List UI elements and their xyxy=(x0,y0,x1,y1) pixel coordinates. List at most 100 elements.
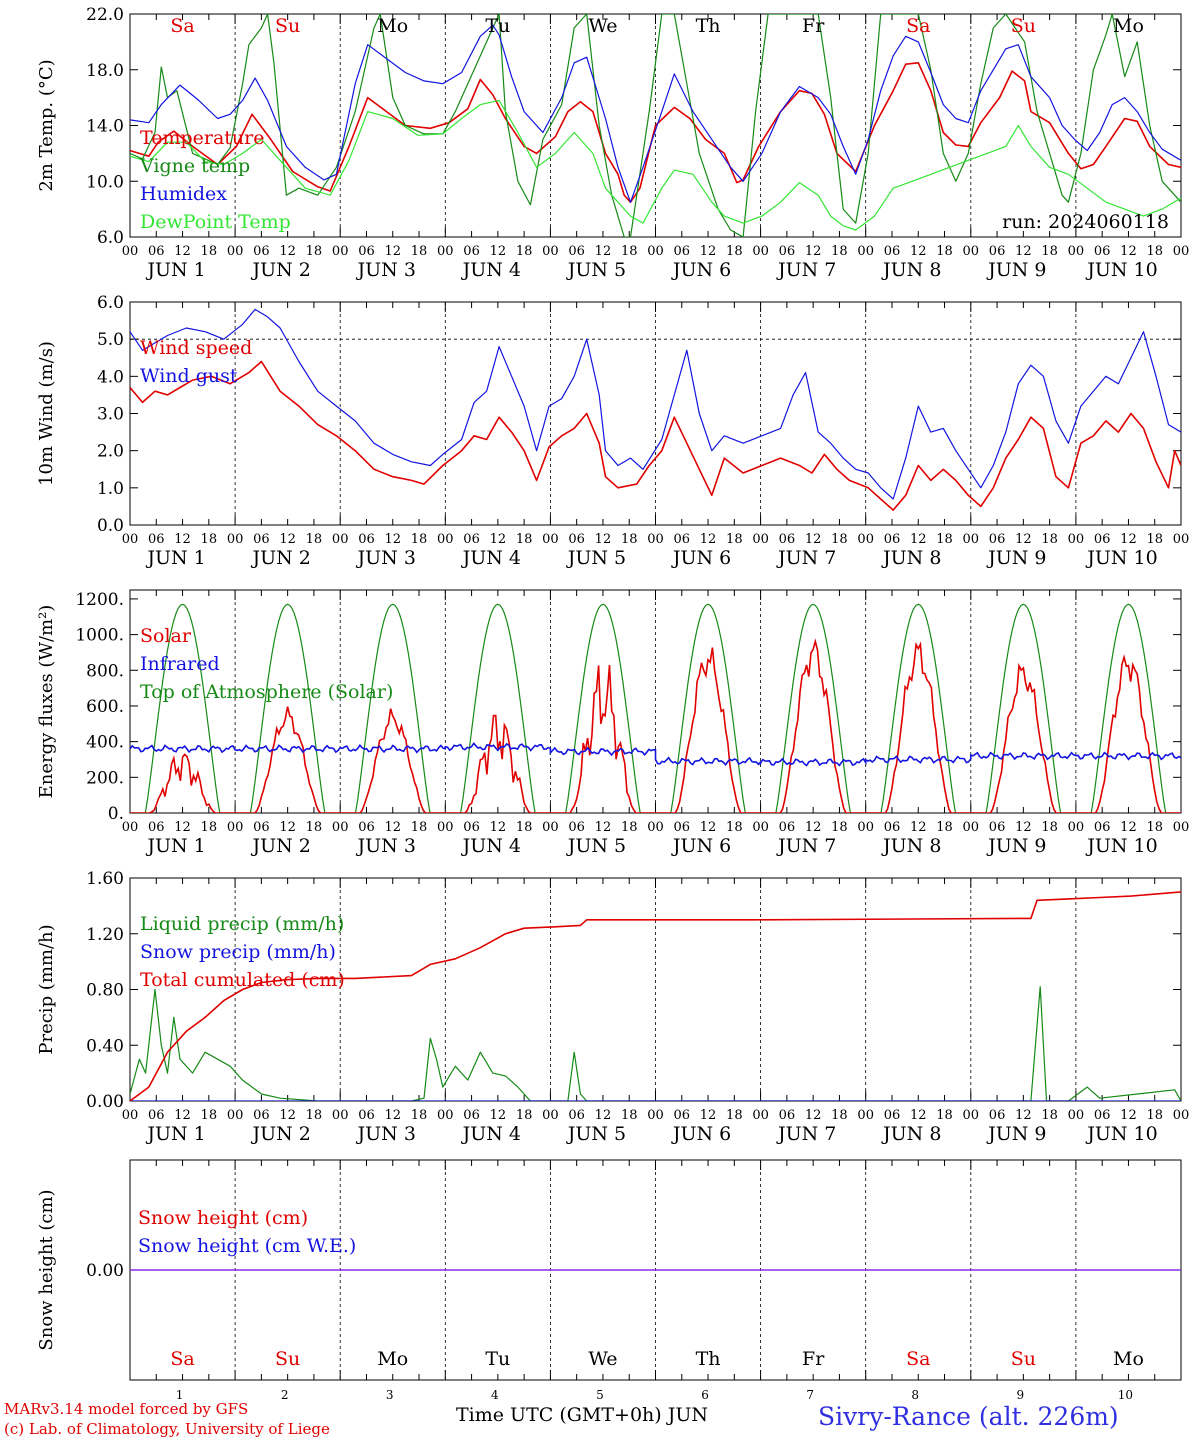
day-date-label: JUN 2 xyxy=(250,547,310,569)
hour-tick-label: 06 xyxy=(989,532,1006,547)
x-axis-label: Time UTC (GMT+0h) JUN xyxy=(456,1404,708,1426)
day-number-bottom: 2 xyxy=(281,1388,289,1402)
legend-entry: Wind speed xyxy=(140,337,252,359)
legend-entry: Humidex xyxy=(140,183,227,205)
hour-tick-label: 06 xyxy=(1094,244,1111,259)
day-number-bottom: 6 xyxy=(701,1388,709,1402)
hour-tick-label: 12 xyxy=(174,532,191,547)
day-date-label: JUN 6 xyxy=(671,835,731,857)
hour-tick-label: 00 xyxy=(542,532,559,547)
hour-tick-label: 00 xyxy=(542,820,559,835)
day-date-label: JUN 6 xyxy=(671,259,731,281)
hour-tick-label: 00 xyxy=(963,244,980,259)
hour-tick-label: 06 xyxy=(148,532,165,547)
hour-tick-label: 00 xyxy=(1173,532,1190,547)
hour-tick-label: 12 xyxy=(1015,820,1032,835)
day-number-bottom: 7 xyxy=(806,1388,814,1402)
hour-tick-label: 06 xyxy=(148,820,165,835)
hour-tick-label: 12 xyxy=(1015,532,1032,547)
hour-tick-label: 00 xyxy=(437,244,454,259)
series-group xyxy=(130,891,1181,1101)
hour-tick-label: 06 xyxy=(989,1108,1006,1123)
panel-2: 00 06 12 18 00 06 12 18 00 06 12 18 00 06 12 18 00 06 12 18… xyxy=(36,293,1189,569)
day-date-label: JUN 10 xyxy=(1085,835,1157,857)
legend-entry: Snow precip (mm/h) xyxy=(140,941,336,963)
day-number-bottom: 9 xyxy=(1017,1388,1025,1402)
hour-tick-label: 00 xyxy=(857,1108,874,1123)
hour-tick-label: 00 xyxy=(542,1108,559,1123)
y-tick-label: 0.80 xyxy=(86,981,124,1001)
hour-tick-label: 00 xyxy=(1068,244,1085,259)
legend-entry: Total cumulated (cm) xyxy=(140,969,345,991)
day-abbr-top: Tu xyxy=(485,15,510,37)
hour-tick-label: 06 xyxy=(674,1108,691,1123)
day-number-bottom: 5 xyxy=(596,1388,604,1402)
hour-tick-label: 00 xyxy=(122,244,139,259)
series-group xyxy=(130,603,1181,813)
y-tick-label: 600. xyxy=(86,697,124,717)
hour-tick-label: 18 xyxy=(201,820,218,835)
hour-tick-label: 12 xyxy=(1015,244,1032,259)
day-date-label: JUN 2 xyxy=(250,1123,310,1145)
y-tick-label: 0.00 xyxy=(86,1092,124,1112)
hour-tick-label: 12 xyxy=(174,1108,191,1123)
day-abbr-top: Fr xyxy=(802,15,825,37)
hour-tick-label: 06 xyxy=(253,532,270,547)
panel-1: 00 06 12 18 00 06 12 18 00 06 12 18 00 06 12 18 00 06 12 18… xyxy=(36,5,1189,281)
day-abbr-top: Su xyxy=(1011,15,1036,37)
hour-tick-label: 06 xyxy=(1094,1108,1111,1123)
hour-tick-label: 00 xyxy=(857,532,874,547)
day-date-label: JUN 7 xyxy=(776,259,836,281)
y-tick-label: 3.0 xyxy=(97,405,124,425)
panel-5: 0.00 Snow height (cm) Snow height (cm) Snow… xyxy=(36,1159,1182,1381)
hour-tick-label: 18 xyxy=(306,532,323,547)
hour-tick-label: 00 xyxy=(857,820,874,835)
series-wind-speed xyxy=(130,360,1181,511)
hour-tick-label: 12 xyxy=(700,244,717,259)
hour-tick-label: 18 xyxy=(726,244,743,259)
hour-tick-label: 12 xyxy=(490,820,507,835)
hour-tick-label: 18 xyxy=(306,244,323,259)
legend-entry: Wind gust xyxy=(140,365,238,387)
hour-tick-label: 12 xyxy=(1120,820,1137,835)
hour-tick-label: 12 xyxy=(805,1108,822,1123)
hour-tick-label: 18 xyxy=(1041,820,1058,835)
hour-tick-label: 00 xyxy=(122,820,139,835)
hour-tick-label: 00 xyxy=(752,532,769,547)
y-tick-label: 22.0 xyxy=(86,5,124,25)
day-date-label: JUN 2 xyxy=(250,259,310,281)
hour-tick-label: 06 xyxy=(568,244,585,259)
station-name: Sivry-Rance (alt. 226m) xyxy=(818,1402,1119,1431)
hour-tick-label: 06 xyxy=(884,244,901,259)
day-abbr-bottom: Su xyxy=(275,1348,300,1370)
hour-tick-label: 06 xyxy=(568,820,585,835)
hour-tick-label: 06 xyxy=(148,244,165,259)
y-tick-label: 1200. xyxy=(75,590,124,610)
legend-entry: Top of Atmosphere (Solar) xyxy=(140,681,393,703)
hour-tick-label: 18 xyxy=(936,532,953,547)
hour-tick-label: 12 xyxy=(384,532,401,547)
hour-tick-label: 12 xyxy=(174,820,191,835)
hour-tick-label: 18 xyxy=(1041,244,1058,259)
hour-tick-label: 18 xyxy=(726,532,743,547)
hour-tick-label: 06 xyxy=(884,532,901,547)
x-axis-label-text: Time UTC (GMT+0h) xyxy=(456,1404,662,1426)
y-tick-label: 14.0 xyxy=(86,117,124,137)
hour-tick-label: 06 xyxy=(884,820,901,835)
hour-tick-label: 00 xyxy=(437,820,454,835)
hour-tick-label: 00 xyxy=(1068,1108,1085,1123)
day-date-label: JUN 7 xyxy=(776,835,836,857)
hour-tick-label: 06 xyxy=(674,244,691,259)
hour-tick-label: 18 xyxy=(1146,820,1163,835)
day-date-label: JUN 7 xyxy=(776,547,836,569)
day-abbr-top: Sa xyxy=(170,15,194,37)
hour-tick-label: 06 xyxy=(674,820,691,835)
series-group xyxy=(130,308,1181,511)
day-abbr-bottom: Sa xyxy=(170,1348,194,1370)
hour-tick-label: 06 xyxy=(674,532,691,547)
panel-4: 00 06 12 18 00 06 12 18 00 06 12 18 00 06 12 18 00 06 12 18… xyxy=(36,869,1189,1145)
day-number-bottom: 4 xyxy=(491,1388,499,1402)
hour-tick-label: 12 xyxy=(805,244,822,259)
hour-tick-label: 12 xyxy=(910,1108,927,1123)
